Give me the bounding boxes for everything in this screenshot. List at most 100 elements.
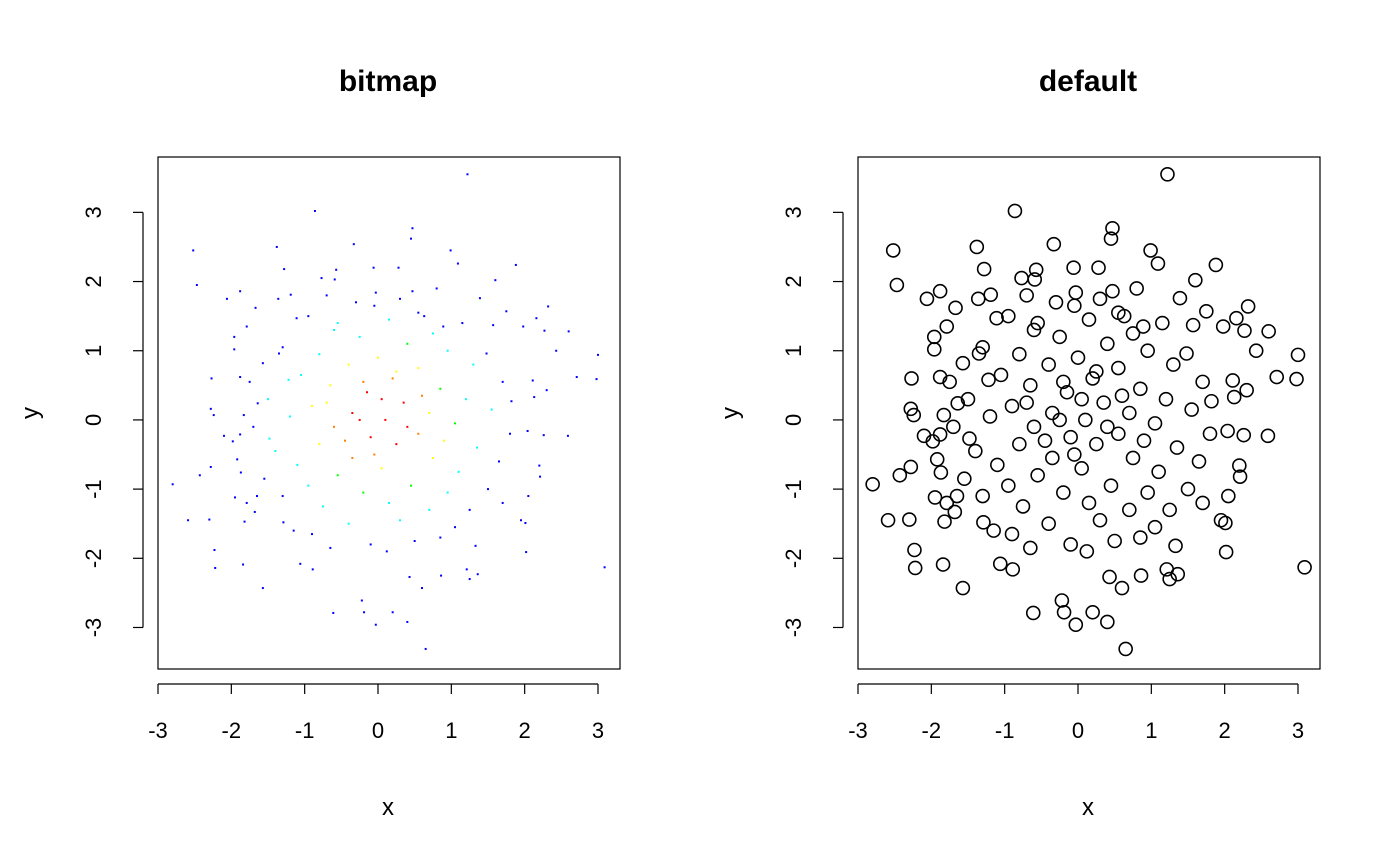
data-point (1012, 346, 1027, 362)
data-point (476, 573, 479, 576)
data-point (233, 348, 236, 351)
x-tick-label-bitmap: -1 (295, 718, 315, 743)
data-point (555, 349, 558, 352)
data-point (411, 290, 414, 293)
data-point (369, 436, 372, 439)
data-point (1063, 429, 1078, 445)
data-point (313, 209, 316, 212)
data-point (1015, 499, 1031, 514)
data-point (926, 329, 942, 345)
data-point (1100, 614, 1115, 630)
data-point (329, 384, 332, 387)
data-point (1063, 537, 1078, 552)
data-point (1085, 371, 1100, 386)
data-point (1027, 272, 1043, 287)
y-tick-label-default: -3 (781, 618, 806, 638)
x-tick-label-default: 1 (1145, 718, 1157, 743)
data-point (1114, 388, 1130, 404)
data-point (1066, 260, 1081, 276)
y-tick-label-bitmap: -2 (81, 549, 106, 569)
data-point (1067, 447, 1082, 462)
data-point (989, 310, 1004, 326)
data-point (1100, 419, 1115, 435)
data-point (351, 412, 354, 414)
data-point (982, 409, 998, 424)
data-point (929, 452, 945, 467)
data-point (268, 437, 271, 440)
data-point (366, 391, 368, 394)
data-point (1232, 469, 1248, 484)
data-point (1001, 478, 1016, 493)
data-point (446, 491, 449, 494)
y-tick-label-default: -1 (781, 479, 806, 499)
data-point (975, 488, 990, 504)
data-point (501, 501, 504, 504)
data-point (1185, 317, 1201, 333)
data-point (1026, 322, 1042, 338)
data-point (344, 439, 346, 442)
data-point (970, 291, 986, 307)
data-point (935, 557, 951, 572)
data-point (352, 243, 355, 246)
data-point (1125, 450, 1141, 466)
data-point (1081, 495, 1097, 511)
data-point (355, 301, 357, 304)
data-point (466, 173, 469, 176)
data-point (373, 304, 376, 307)
data-point (1248, 343, 1264, 359)
data-point (360, 599, 363, 602)
data-point (1107, 533, 1122, 549)
data-point (245, 501, 248, 504)
data-point (208, 518, 211, 521)
data-point (1091, 260, 1106, 276)
data-point (307, 315, 310, 318)
plot-frame-default (857, 156, 1321, 670)
data-point (932, 427, 948, 442)
data-point (187, 519, 190, 522)
data-point (947, 504, 963, 520)
data-point (1085, 604, 1100, 620)
data-point (955, 355, 971, 371)
data-point (399, 297, 401, 300)
data-point (498, 460, 500, 463)
chart-title-bitmap: bitmap (339, 65, 437, 98)
data-point (1012, 436, 1027, 452)
data-point (372, 266, 375, 269)
data-point (278, 352, 280, 355)
data-point (505, 310, 508, 313)
data-point (1289, 371, 1304, 387)
data-point (968, 443, 983, 459)
data-point (1225, 373, 1241, 388)
data-point (1004, 526, 1020, 542)
data-point (1237, 323, 1252, 338)
data-point (1096, 395, 1111, 410)
data-point (1125, 326, 1141, 341)
data-point (446, 349, 449, 352)
data-point (384, 418, 387, 421)
data-point (439, 387, 442, 390)
data-point (391, 377, 394, 380)
data-point (892, 467, 908, 483)
data-point (595, 378, 598, 381)
data-point (1025, 605, 1041, 621)
data-point (263, 477, 266, 480)
data-point (1092, 291, 1108, 307)
data-point (243, 520, 246, 523)
data-point (468, 508, 471, 511)
data-point (902, 512, 917, 527)
data-point (380, 398, 383, 401)
data-point (1195, 495, 1210, 511)
data-point (955, 580, 971, 596)
data-point (198, 474, 201, 477)
data-point (567, 330, 570, 333)
data-point (490, 408, 493, 411)
data-point (1135, 319, 1151, 334)
data-point (933, 465, 949, 480)
data-point (1007, 203, 1023, 219)
data-point (363, 611, 366, 614)
data-point (1054, 593, 1070, 608)
data-point (380, 467, 383, 470)
x-tick-label-default: -1 (995, 718, 1015, 743)
data-point (919, 291, 935, 307)
data-point (252, 425, 255, 428)
